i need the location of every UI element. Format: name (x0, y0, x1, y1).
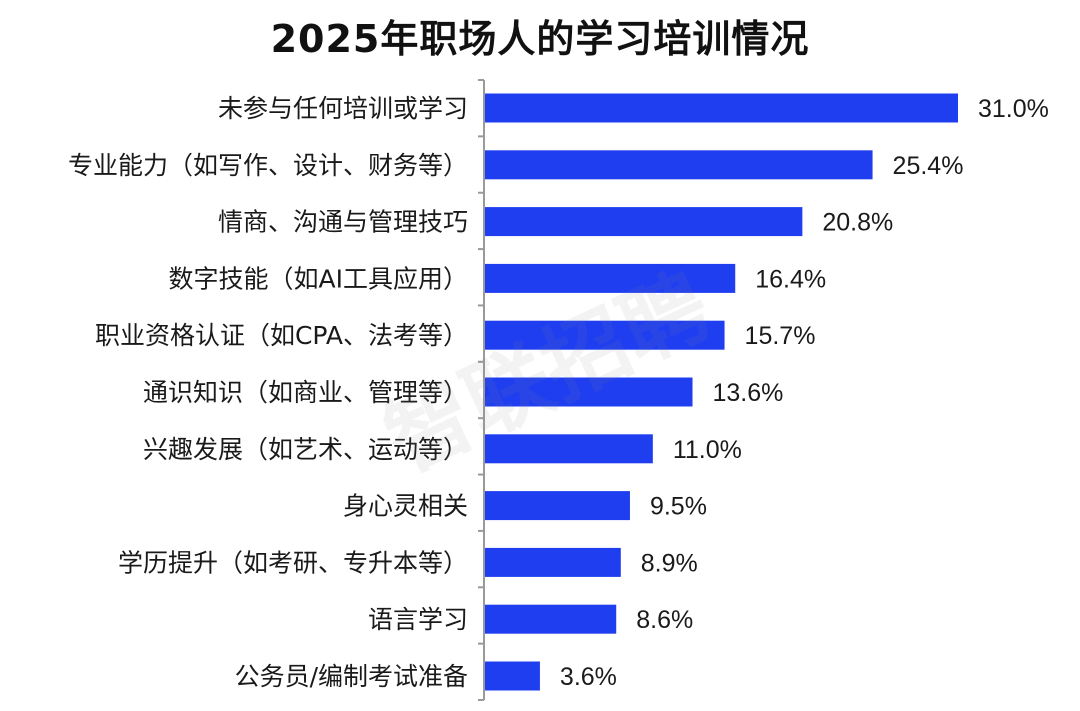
bar (485, 661, 540, 691)
value-label: 3.6% (560, 663, 617, 691)
category-label: 学历提升（如考研、专升本等） (118, 548, 468, 577)
value-label: 11.0% (673, 436, 742, 464)
value-label: 16.4% (755, 265, 826, 293)
bar (485, 604, 617, 634)
category-label: 数字技能（如AI工具应用） (169, 264, 468, 293)
bar (485, 263, 736, 293)
value-label: 31.0% (978, 95, 1049, 123)
value-label: 15.7% (745, 322, 816, 350)
category-label: 公务员/编制考试准备 (235, 662, 468, 691)
category-label: 通识知识（如商业、管理等） (143, 378, 468, 407)
bar (485, 320, 725, 350)
value-label: 8.9% (641, 549, 698, 577)
bar (485, 93, 958, 123)
bar (485, 547, 621, 577)
bar (485, 377, 693, 407)
value-label: 20.8% (822, 209, 893, 237)
value-label: 9.5% (650, 493, 707, 521)
category-label: 兴趣发展（如艺术、运动等） (143, 435, 468, 464)
value-label: 13.6% (713, 379, 784, 407)
value-label: 8.6% (636, 606, 693, 634)
bar (485, 491, 630, 521)
category-label: 专业能力（如写作、设计、财务等） (68, 151, 468, 180)
category-label: 语言学习 (368, 605, 468, 634)
category-label: 情商、沟通与管理技巧 (218, 208, 468, 237)
category-label: 职业资格认证（如CPA、法考等） (95, 321, 468, 350)
value-label: 25.4% (893, 152, 964, 180)
category-label: 未参与任何培训或学习 (218, 94, 468, 123)
bar (485, 207, 803, 237)
bar (485, 434, 653, 464)
category-label: 身心灵相关 (343, 492, 468, 521)
chart-title: 2025年职场人的学习培训情况 (270, 17, 810, 61)
bar (485, 150, 873, 180)
